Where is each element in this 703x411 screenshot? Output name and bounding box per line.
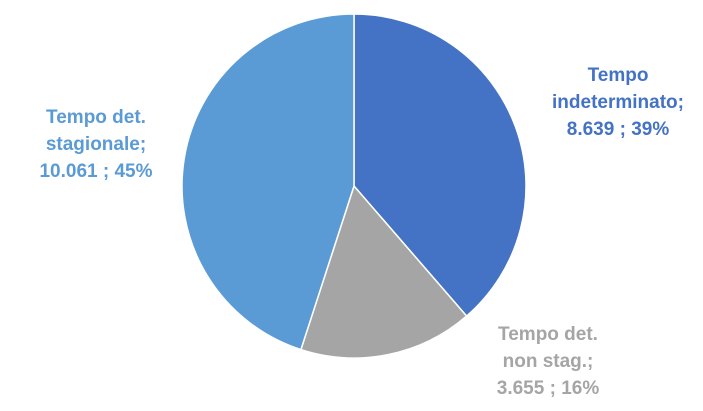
pie-slice-tempo-indeterminato <box>353 13 527 318</box>
slice-label-line: Tempo det. <box>498 324 598 345</box>
slice-label-line: stagionale; <box>45 134 147 155</box>
slice-label-tempo-det-non-stag: Tempo det. non stag.; 3.655 ; 16% <box>462 321 634 402</box>
slice-label-line: 3.655 ; 16% <box>496 378 600 399</box>
slice-label-line: non stag.; <box>502 351 594 372</box>
slice-label-tempo-indeterminato: Tempo indeterminato; 8.639 ; 39% <box>548 62 688 143</box>
slice-label-line: Tempo det. <box>46 107 146 128</box>
slice-label-tempo-det-stagionale: Tempo det. stagionale; 10.061 ; 45% <box>14 104 178 185</box>
slice-label-line: Tempo <box>587 65 649 86</box>
slice-label-line: 8.639 ; 39% <box>566 119 670 140</box>
pie-slice-tempo-det-non-stag <box>299 184 468 359</box>
slice-label-line: 10.061 ; 45% <box>39 161 153 182</box>
slice-label-line: indeterminato; <box>552 92 684 113</box>
pie-slice-tempo-det-stagionale <box>181 13 355 351</box>
